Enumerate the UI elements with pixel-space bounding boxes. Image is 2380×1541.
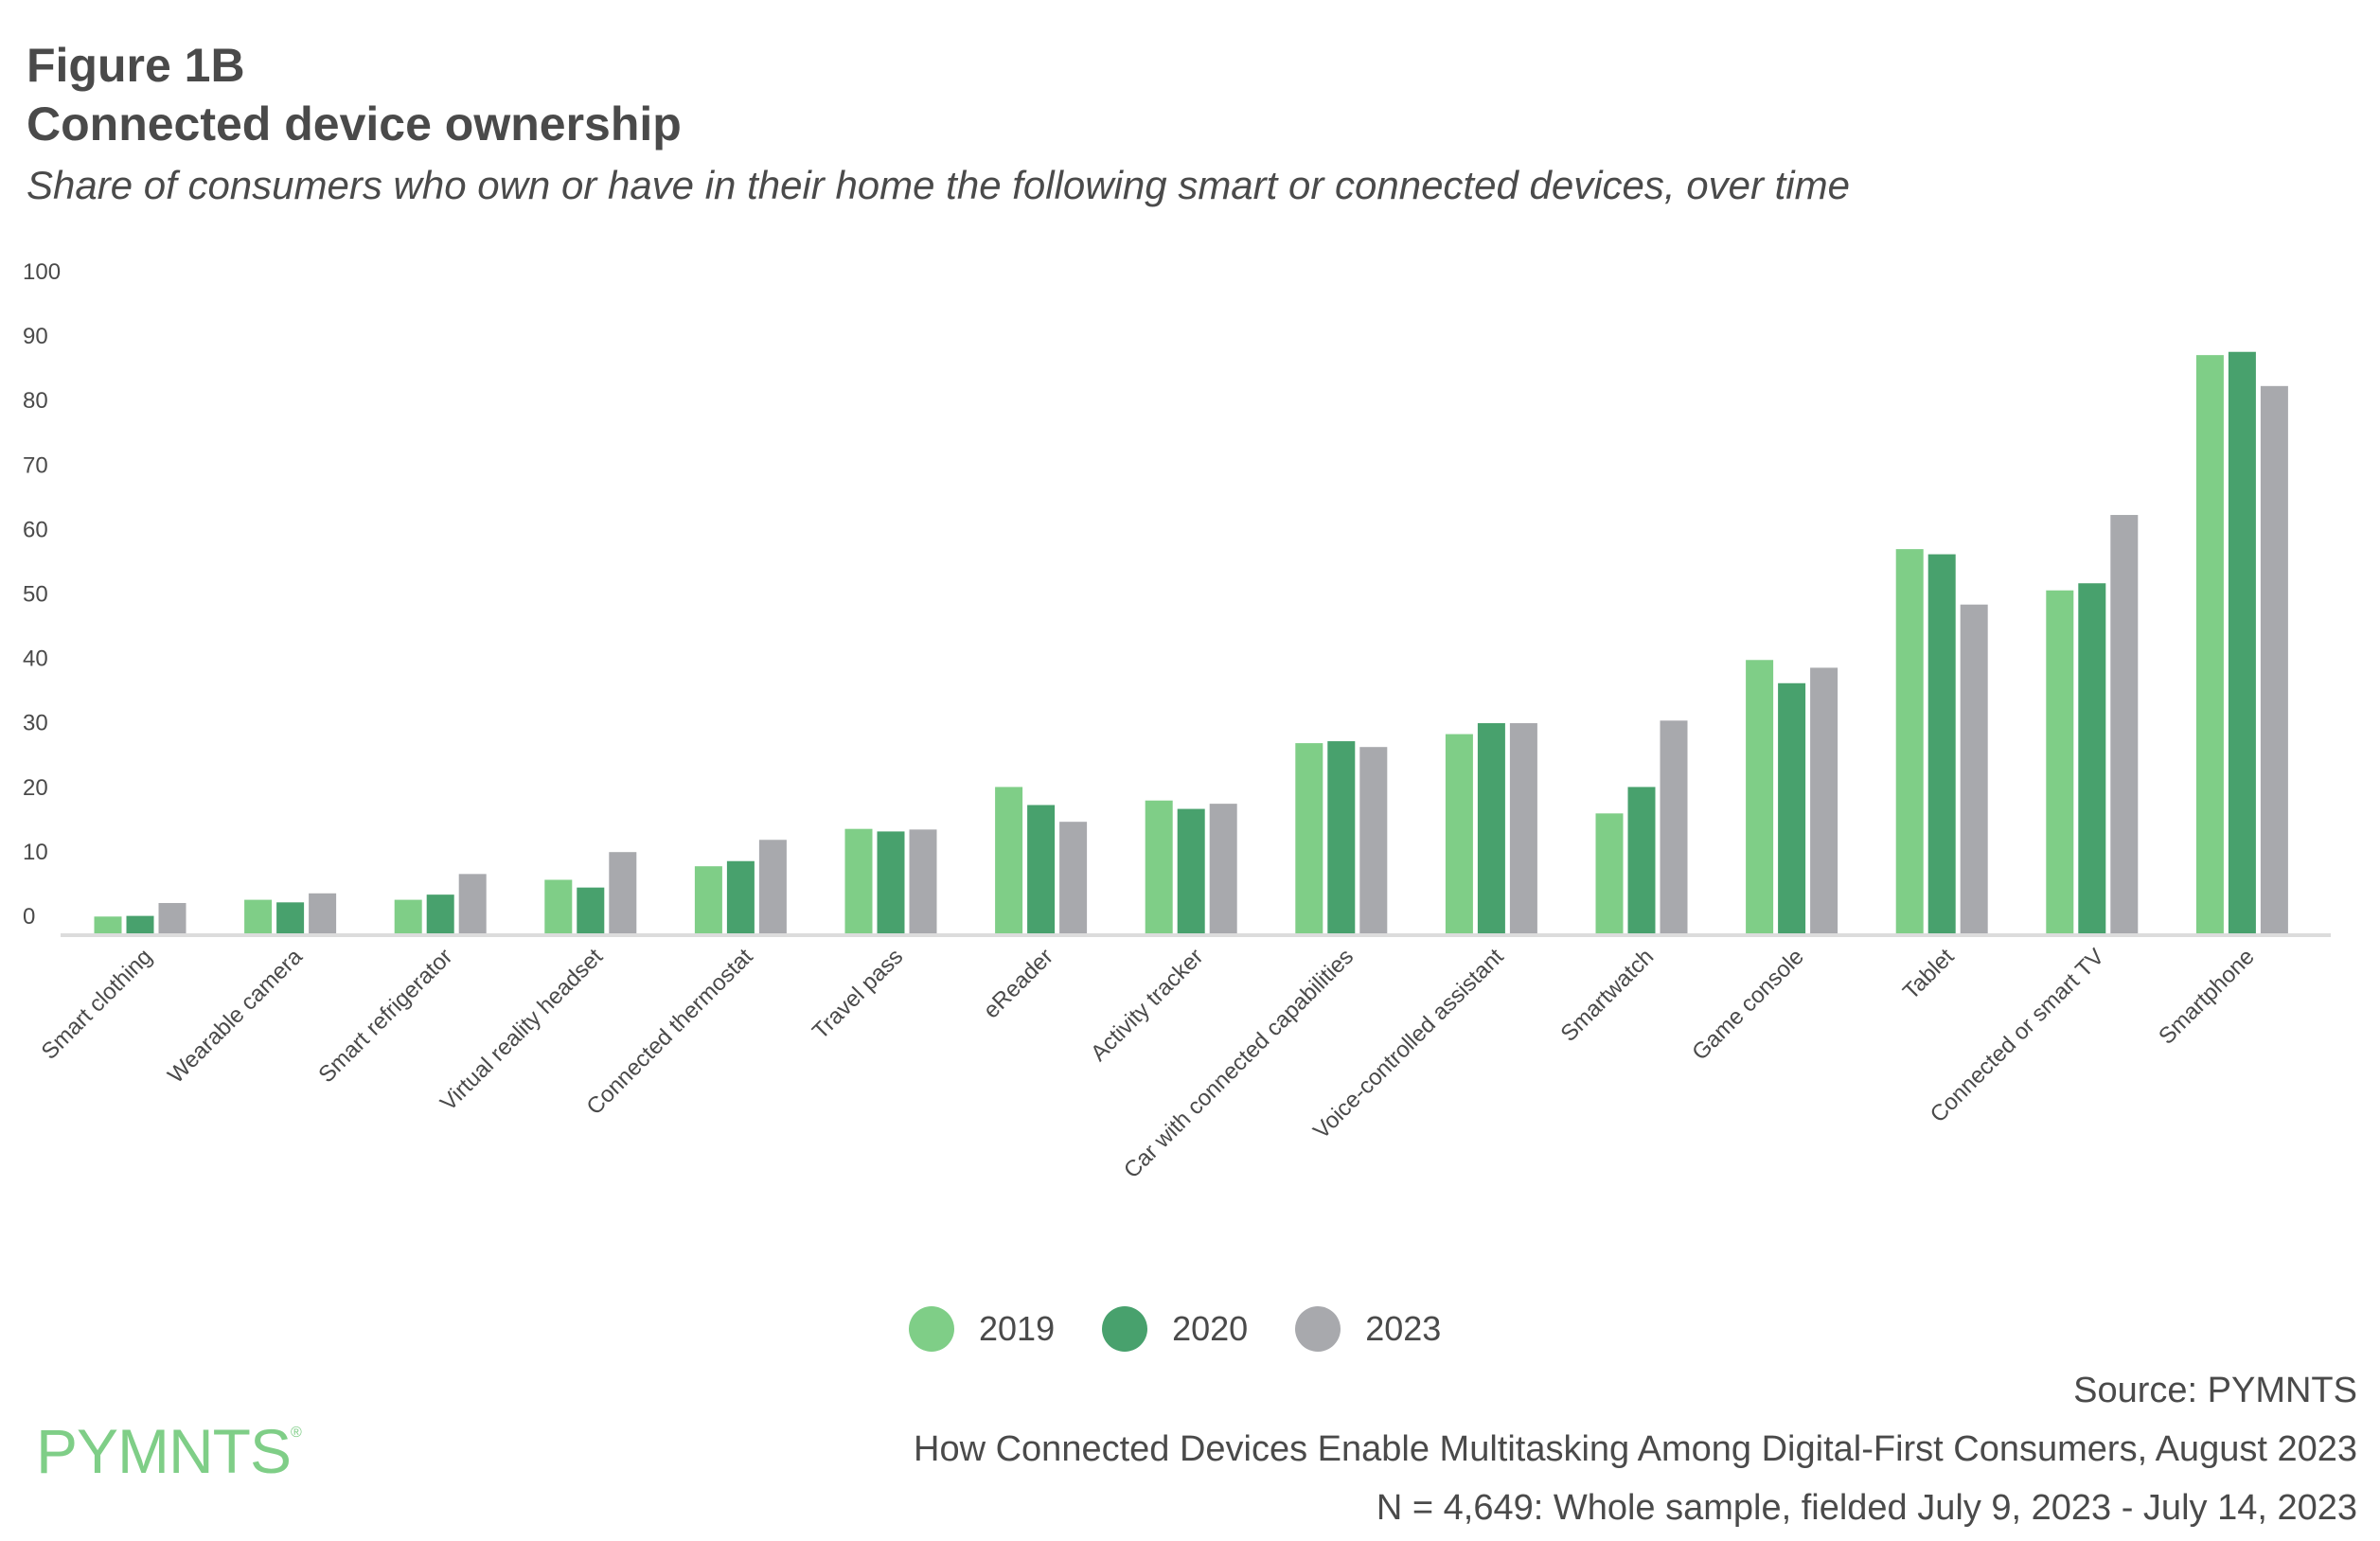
bar-2019 [2195,355,2224,933]
y-tick-label: 60 [23,517,48,542]
bar-2023 [1059,822,1088,933]
bar-2019 [394,899,422,933]
bar-chart: 0 10 20 30 40 50 60 70 80 90 100 Smart clothing Wea… [23,259,2331,1183]
y-tick-label: 90 [23,324,48,349]
x-tick-label: eReader [979,944,1058,1023]
bar-2019 [844,828,873,933]
x-tick-label: Connected or smart TV [1926,944,2109,1127]
bar-2020 [577,887,605,933]
bar-2023 [458,874,487,933]
bar-2023 [1509,722,1537,933]
y-tick-label: 40 [23,647,48,672]
bar-2019 [94,916,122,933]
bar-2020 [2078,583,2106,933]
bar-2023 [1209,804,1237,933]
y-tick-label: 80 [23,388,48,414]
bar-2020 [276,902,305,933]
bar-2019 [995,787,1023,933]
bar-2023 [2110,515,2139,933]
bar-2019 [2046,590,2074,933]
bar-2020 [726,860,755,933]
y-tick-label: 50 [23,582,48,608]
x-tick-label: Smart clothing [37,944,158,1065]
x-tick-label: Tablet [1898,944,1960,1005]
bar-2020 [1327,741,1356,933]
legend-label: 2019 [979,1309,1056,1348]
source-line: Source: PYMNTS [2073,1371,2357,1410]
bar-2020 [877,831,905,933]
legend-swatch-2019 [909,1306,954,1352]
bar-2020 [426,894,454,933]
pymnts-logo: PYMNTS® [36,1416,302,1486]
y-tick-label: 100 [23,259,61,285]
x-tick-label: Game console [1687,944,1809,1066]
bar-2019 [544,879,573,933]
chart-subtitle: Share of consumers who own or have in th… [27,163,1850,207]
legend-swatch-2023 [1295,1306,1341,1352]
bar-2023 [758,840,787,933]
bar-2020 [1627,787,1656,933]
bar-2023 [309,893,337,933]
bar-2020 [1477,722,1505,933]
x-tick-label: Smartwatch [1556,944,1660,1047]
legend-item-2020: 2020 [1102,1306,1248,1352]
legend-item-2019: 2019 [909,1306,1055,1352]
bar-2019 [1595,813,1624,933]
x-tick-label: Travel pass [808,944,908,1044]
legend-label: 2020 [1172,1309,1249,1348]
y-tick-label: 10 [23,840,48,865]
bar-2019 [1295,743,1323,933]
y-tick-label: 20 [23,775,48,801]
chart-title: Connected device ownership [27,97,682,151]
x-tick-label: Virtual reality headset [435,944,608,1116]
bar-2020 [1177,808,1205,933]
bar-2023 [1810,667,1838,933]
y-tick-label: 30 [23,711,48,736]
y-tick-label: 70 [23,452,48,478]
legend: 2019 2020 2023 [909,1306,1488,1352]
x-tick-label: Smart refrigerator [313,944,457,1088]
bar-2023 [158,902,186,933]
y-tick-label: 0 [23,904,35,930]
bar-2023 [1660,720,1688,933]
bar-2023 [609,852,637,933]
x-tick-label: Wearable camera [163,944,308,1089]
x-tick-label: Connected thermostat [582,944,758,1120]
logo-text: PYMNTS [36,1416,292,1486]
x-tick-label: Activity tracker [1086,944,1208,1066]
figure-number: Figure 1B [27,39,245,92]
legend-label: 2023 [1365,1309,1442,1348]
bar-2020 [1027,805,1056,933]
bar-2019 [1145,800,1173,933]
bar-2019 [244,899,273,933]
bar-2020 [2228,351,2256,933]
bar-2019 [694,866,722,933]
legend-swatch-2020 [1102,1306,1148,1352]
bar-2023 [909,829,937,933]
bar-2023 [2260,385,2288,933]
bar-2019 [1445,734,1473,933]
legend-item-2023: 2023 [1295,1306,1441,1352]
bar-2023 [1960,604,1988,933]
bar-2020 [1778,682,1806,933]
bar-2020 [126,915,154,933]
bar-2019 [1746,660,1774,933]
x-tick-label: Smartphone [2154,944,2260,1050]
bar-2020 [1927,554,1956,933]
sample-line: N = 4,649: Whole sample, fielded July 9,… [1376,1488,2357,1528]
bar-2019 [1895,549,1924,933]
report-line: How Connected Devices Enable Multitaskin… [914,1429,2357,1469]
bar-2023 [1359,747,1388,933]
